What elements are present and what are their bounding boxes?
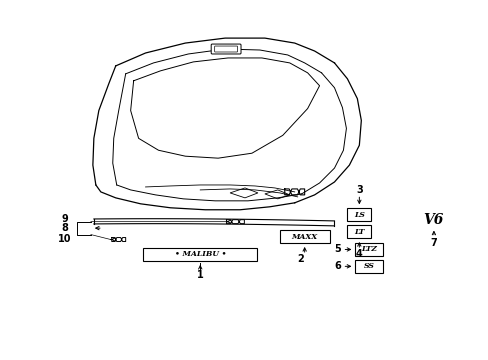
Bar [279,230,329,243]
Text: 7: 7 [429,238,436,248]
Text: 1: 1 [197,270,203,280]
Text: LS: LS [353,211,364,219]
Polygon shape [230,188,257,198]
Text: V6: V6 [423,213,443,227]
Text: • MALIBU •: • MALIBU • [174,251,225,258]
Bar [355,260,383,273]
Text: 5: 5 [333,244,340,255]
Text: 4: 4 [355,249,362,259]
Text: 9: 9 [61,214,68,224]
Text: LT: LT [353,228,364,235]
Text: 3: 3 [355,185,362,195]
Bar [346,225,370,238]
Bar [143,248,257,261]
Bar [346,208,370,221]
Text: SS: SS [363,262,374,270]
FancyBboxPatch shape [211,44,241,54]
Text: 6: 6 [333,261,340,271]
Text: 10: 10 [58,234,72,244]
FancyBboxPatch shape [214,46,237,52]
Text: 8: 8 [61,223,68,233]
Text: 2: 2 [297,254,304,264]
Text: LTZ: LTZ [361,246,377,253]
Polygon shape [264,190,289,199]
Text: MAXX: MAXX [291,233,317,240]
Bar [355,243,383,256]
